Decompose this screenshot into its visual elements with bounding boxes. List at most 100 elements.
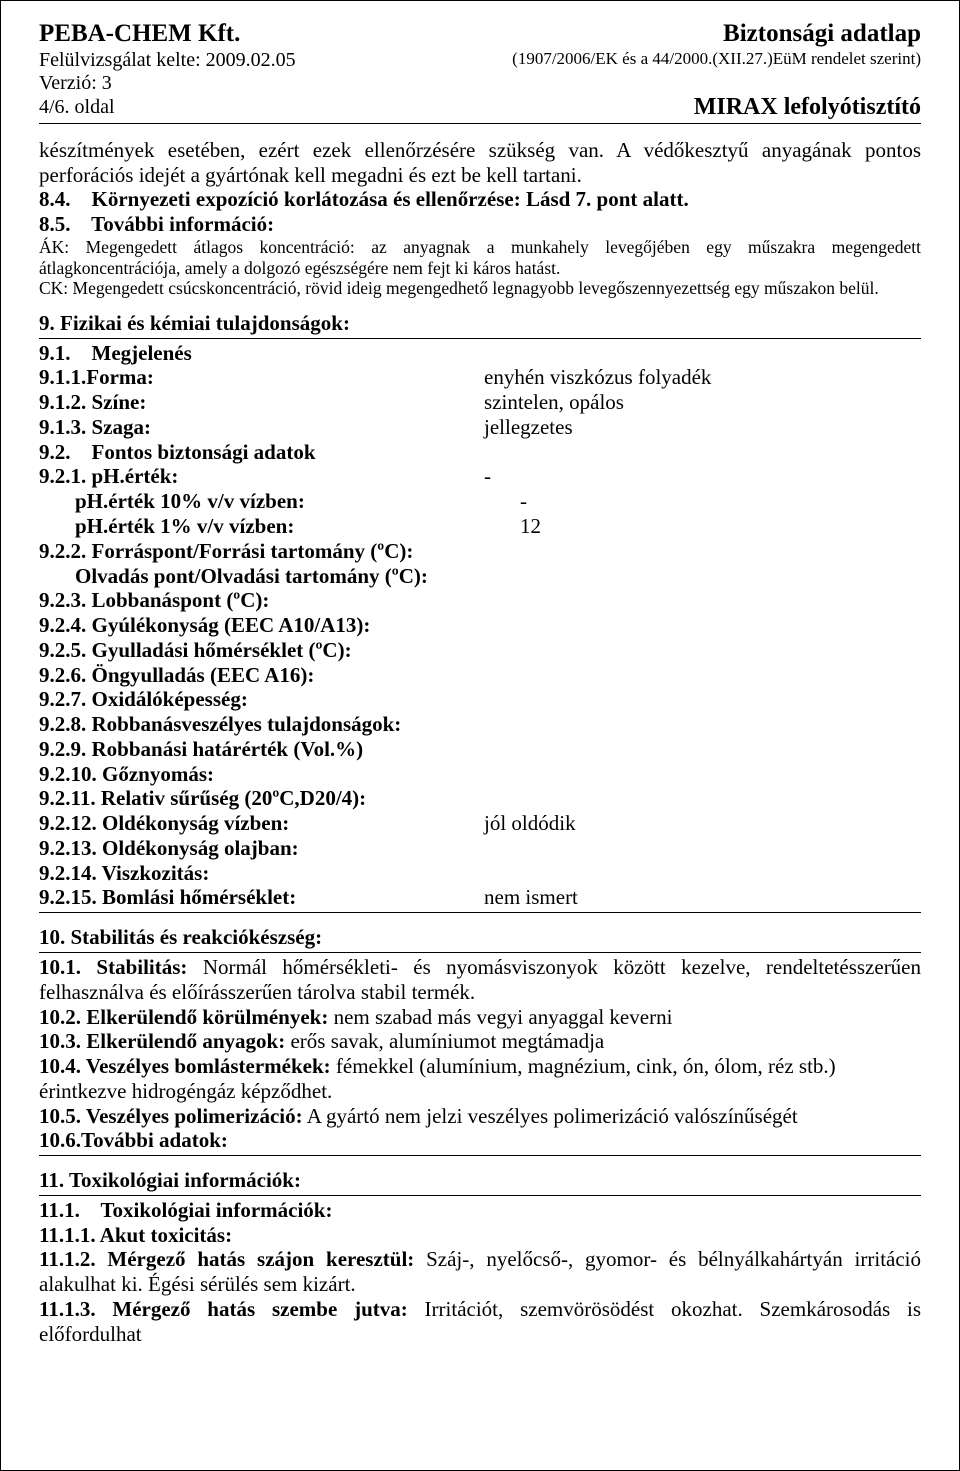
row-9-2-2: 9.2.2. Forráspont/Forrási tartomány (ºC)… — [39, 539, 921, 564]
label-9-2-14: 9.2.14. Viszkozitás: — [39, 861, 484, 886]
value-9-2-14 — [484, 861, 921, 886]
label-10-4: 10.4. Veszélyes bomlástermékek: — [39, 1054, 331, 1078]
row-11-1-2: 11.1.2. Mérgező hatás szájon keresztül: … — [39, 1247, 921, 1297]
value-9-1 — [484, 341, 921, 366]
value-9-2-3 — [484, 588, 921, 613]
intro-paragraph: készítmények esetében, ezért ezek ellenő… — [39, 138, 921, 188]
row-olvadas: Olvadás pont/Olvadási tartomány (ºC): — [39, 564, 921, 589]
label-9-2-7: 9.2.7. Oxidálóképesség: — [39, 687, 484, 712]
row-10-5: 10.5. Veszélyes polimerizáció: A gyártó … — [39, 1104, 921, 1129]
value-9-2-10 — [484, 762, 921, 787]
label-ph1: pH.érték 1% v/v vízben: — [39, 514, 520, 539]
row-9-2: 9.2. Fontos biztonsági adatok — [39, 440, 921, 465]
label-9-2-8: 9.2.8. Robbanásveszélyes tulajdonságok: — [39, 712, 484, 737]
label-9-1-1: 9.1.1.Forma: — [39, 365, 484, 390]
value-9-1-2: szintelen, opálos — [484, 390, 921, 415]
label-9-2-2: 9.2.2. Forráspont/Forrási tartomány (ºC)… — [39, 539, 484, 564]
value-9-2-12: jól oldódik — [484, 811, 921, 836]
item-8-4: 8.4. Környezeti expozíció korlátozása és… — [39, 187, 921, 212]
header-left: PEBA-CHEM Kft. Felülvizsgálat kelte: 200… — [39, 19, 296, 121]
regulation-note: (1907/2006/EK és a 44/2000.(XII.27.)EüM … — [512, 49, 921, 69]
label-9-2-12: 9.2.12. Oldékonyság vízben: — [39, 811, 484, 836]
value-9-2-15: nem ismert — [484, 885, 921, 910]
row-9-1-1: 9.1.1.Forma: enyhén viszkózus folyadék — [39, 365, 921, 390]
label-9-2-13: 9.2.13. Oldékonyság olajban: — [39, 836, 484, 861]
text-10-2: nem szabad más vegyi anyaggal keverni — [328, 1005, 672, 1029]
row-9-2-9: 9.2.9. Robbanási határérték (Vol.%) — [39, 737, 921, 762]
row-9-2-11: 9.2.11. Relativ sűrűség (20ºC,D20/4): — [39, 786, 921, 811]
label-9-2-11: 9.2.11. Relativ sűrűség (20ºC,D20/4): — [39, 786, 484, 811]
row-9-2-15: 9.2.15. Bomlási hőmérséklet: nem ismert — [39, 885, 921, 910]
label-9-1-2: 9.1.2. Színe: — [39, 390, 484, 415]
row-10-3: 10.3. Elkerülendő anyagok: erős savak, a… — [39, 1029, 921, 1054]
row-11-1-3: 11.1.3. Mérgező hatás szembe jutva: Irri… — [39, 1297, 921, 1347]
value-9-2-8 — [484, 712, 921, 737]
section-11-title: 11. Toxikológiai információk: — [39, 1156, 921, 1196]
row-10-1: 10.1. Stabilitás: Normál hőmérsékleti- é… — [39, 955, 921, 1005]
label-9-2-4: 9.2.4. Gyúlékonyság (EEC A10/A13): — [39, 613, 484, 638]
label-9-2-9: 9.2.9. Robbanási határérték (Vol.%) — [39, 737, 484, 762]
row-9-2-12: 9.2.12. Oldékonyság vízben: jól oldódik — [39, 811, 921, 836]
value-9-2 — [484, 440, 921, 465]
row-ph10: pH.érték 10% v/v vízben: - — [39, 489, 921, 514]
version-label: Verzió: 3 — [39, 72, 296, 96]
value-9-2-9 — [484, 737, 921, 762]
row-ph1: pH.érték 1% v/v vízben: 12 — [39, 514, 921, 539]
label-9-1-3: 9.1.3. Szaga: — [39, 415, 484, 440]
page-number: 4/6. oldal — [39, 96, 296, 120]
label-10-6: 10.6.További adatok: — [39, 1128, 228, 1152]
section-10-title: 10. Stabilitás és reakciókészség: — [39, 913, 921, 953]
row-9-1: 9.1. Megjelenés — [39, 341, 921, 366]
row-9-2-6: 9.2.6. Öngyulladás (EEC A16): — [39, 663, 921, 688]
value-9-2-11 — [484, 786, 921, 811]
document-header: PEBA-CHEM Kft. Felülvizsgálat kelte: 200… — [39, 19, 921, 121]
row-9-1-3: 9.1.3. Szaga: jellegzetes — [39, 415, 921, 440]
value-ph10: - — [520, 489, 921, 514]
label-9-2-3: 9.2.3. Lobbanáspont (ºC): — [39, 588, 484, 613]
document-page: PEBA-CHEM Kft. Felülvizsgálat kelte: 200… — [0, 0, 960, 1471]
value-olvadas — [520, 564, 921, 589]
product-name: MIRAX lefolyótisztító — [512, 93, 921, 121]
value-9-2-2 — [484, 539, 921, 564]
row-9-2-7: 9.2.7. Oxidálóképesség: — [39, 687, 921, 712]
row-9-2-8: 9.2.8. Robbanásveszélyes tulajdonságok: — [39, 712, 921, 737]
text-10-5: A gyártó nem jelzi veszélyes polimerizác… — [303, 1104, 798, 1128]
row-11-1: 11.1. Toxikológiai információk: — [39, 1198, 921, 1223]
value-ph1: 12 — [520, 514, 921, 539]
company-name: PEBA-CHEM Kft. — [39, 19, 296, 49]
label-11-1-3: 11.1.3. Mérgező hatás szembe jutva: — [39, 1297, 408, 1321]
label-9-2-10: 9.2.10. Gőznyomás: — [39, 762, 484, 787]
label-10-2: 10.2. Elkerülendő körülmények: — [39, 1005, 328, 1029]
label-11-1-2: 11.1.2. Mérgező hatás szájon keresztül: — [39, 1247, 414, 1271]
item-8-5: 8.5. További információ: — [39, 212, 921, 237]
text-10-3: erős savak, alumíniumot megtámadja — [285, 1029, 604, 1053]
label-9-2-1: 9.2.1. pH.érték: — [39, 464, 484, 489]
row-9-2-13: 9.2.13. Oldékonyság olajban: — [39, 836, 921, 861]
label-ph10: pH.érték 10% v/v vízben: — [39, 489, 520, 514]
row-9-2-5: 9.2.5. Gyulladási hőmérséklet (ºC): — [39, 638, 921, 663]
label-9-2-6: 9.2.6. Öngyulladás (EEC A16): — [39, 663, 484, 688]
value-9-2-7 — [484, 687, 921, 712]
row-9-2-3: 9.2.3. Lobbanáspont (ºC): — [39, 588, 921, 613]
row-9-2-4: 9.2.4. Gyúlékonyság (EEC A10/A13): — [39, 613, 921, 638]
label-9-2: 9.2. Fontos biztonsági adatok — [39, 440, 484, 465]
section-9-title: 9. Fizikai és kémiai tulajdonságok: — [39, 299, 921, 339]
row-10-6: 10.6.További adatok: — [39, 1128, 921, 1153]
label-10-5: 10.5. Veszélyes polimerizáció: — [39, 1104, 303, 1128]
revision-date: Felülvizsgálat kelte: 2009.02.05 — [39, 49, 296, 73]
label-9-2-5: 9.2.5. Gyulladási hőmérséklet (ºC): — [39, 638, 484, 663]
value-9-1-1: enyhén viszkózus folyadék — [484, 365, 921, 390]
row-9-2-1: 9.2.1. pH.érték: - — [39, 464, 921, 489]
row-9-2-14: 9.2.14. Viszkozitás: — [39, 861, 921, 886]
label-9-2-15: 9.2.15. Bomlási hőmérséklet: — [39, 885, 484, 910]
row-10-2: 10.2. Elkerülendő körülmények: nem szaba… — [39, 1005, 921, 1030]
sds-title: Biztonsági adatlap — [512, 19, 921, 49]
value-9-2-4 — [484, 613, 921, 638]
ck-note: CK: Megengedett csúcskoncentráció, rövid… — [39, 278, 921, 299]
value-9-2-5 — [484, 638, 921, 663]
header-right: Biztonsági adatlap (1907/2006/EK és a 44… — [512, 19, 921, 121]
label-10-3: 10.3. Elkerülendő anyagok: — [39, 1029, 285, 1053]
label-olvadas: Olvadás pont/Olvadási tartomány (ºC): — [39, 564, 520, 589]
value-9-1-3: jellegzetes — [484, 415, 921, 440]
ak-note: ÁK: Megengedett átlagos koncentráció: az… — [39, 237, 921, 278]
